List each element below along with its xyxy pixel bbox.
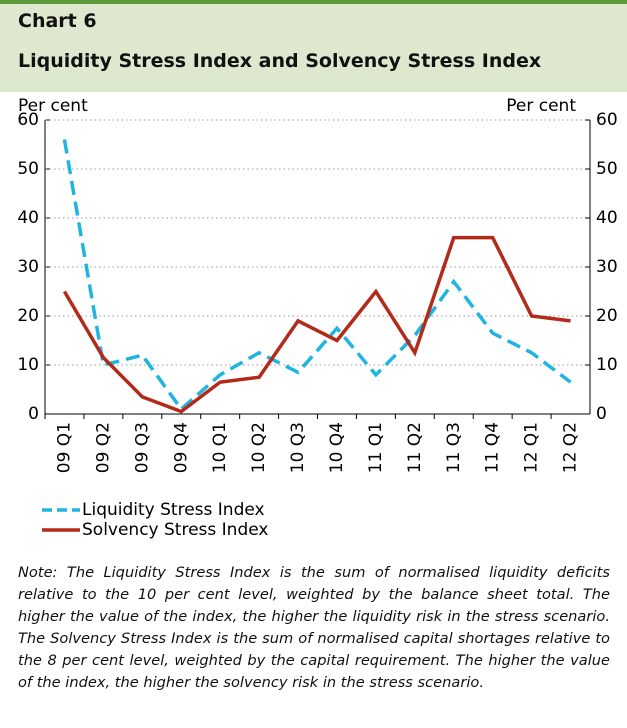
legend-label: Liquidity Stress Index <box>82 500 265 520</box>
chart-title: Liquidity Stress Index and Solvency Stre… <box>18 50 542 72</box>
y-tick-label: 40 <box>17 208 39 228</box>
y-tick-label: 50 <box>17 159 39 179</box>
data-line <box>62 139 572 412</box>
x-tick-label: 11 Q1 <box>366 422 386 473</box>
y2-axis-label: Per cent <box>506 96 576 116</box>
x-tick-label: 11 Q3 <box>444 422 464 473</box>
x-tick-label: 09 Q2 <box>93 422 113 473</box>
x-tick-label: 10 Q4 <box>327 422 347 473</box>
y2-tick-label: 50 <box>596 159 618 179</box>
header: Chart 6 Liquidity Stress Index and Solve… <box>0 0 627 92</box>
x-tick-label: 09 Q4 <box>171 422 191 473</box>
x-tick-label: 09 Q3 <box>132 422 152 473</box>
y2-tick-label: 40 <box>596 208 618 228</box>
x-tick-label: 10 Q3 <box>288 422 308 473</box>
y2-tick-label: 10 <box>596 355 618 375</box>
chart-label: Chart 6 <box>18 10 97 32</box>
x-tick-label: 10 Q2 <box>249 422 269 473</box>
x-tick-label: 11 Q4 <box>483 422 503 473</box>
y-tick-label: 30 <box>17 257 39 277</box>
y-axis-label: Per cent <box>18 96 88 116</box>
y-tick-label: 20 <box>17 306 39 326</box>
y-tick-label: 0 <box>28 404 39 424</box>
y-tick-label: 10 <box>17 355 39 375</box>
x-tick-label: 12 Q1 <box>522 422 542 473</box>
y2-tick-label: 20 <box>596 306 618 326</box>
legend-label: Solvency Stress Index <box>82 520 268 540</box>
chart: Per cent Per cent 0 10 20 30 40 50 60 0 10 20 30 40 50… <box>17 96 618 540</box>
y2-tick-label: 60 <box>596 110 618 130</box>
note: Note: The Liquidity Stress Index is the … <box>18 564 610 691</box>
x-tick-label: 11 Q2 <box>405 422 425 473</box>
y2-tick-label: 0 <box>596 404 607 424</box>
x-tick-label: 10 Q1 <box>210 422 230 473</box>
y2-tick-label: 30 <box>596 257 618 277</box>
y-tick-label: 60 <box>17 110 39 130</box>
x-tick-label: 09 Q1 <box>54 422 74 473</box>
data-line <box>62 235 571 414</box>
x-tick-label: 12 Q2 <box>561 422 581 473</box>
